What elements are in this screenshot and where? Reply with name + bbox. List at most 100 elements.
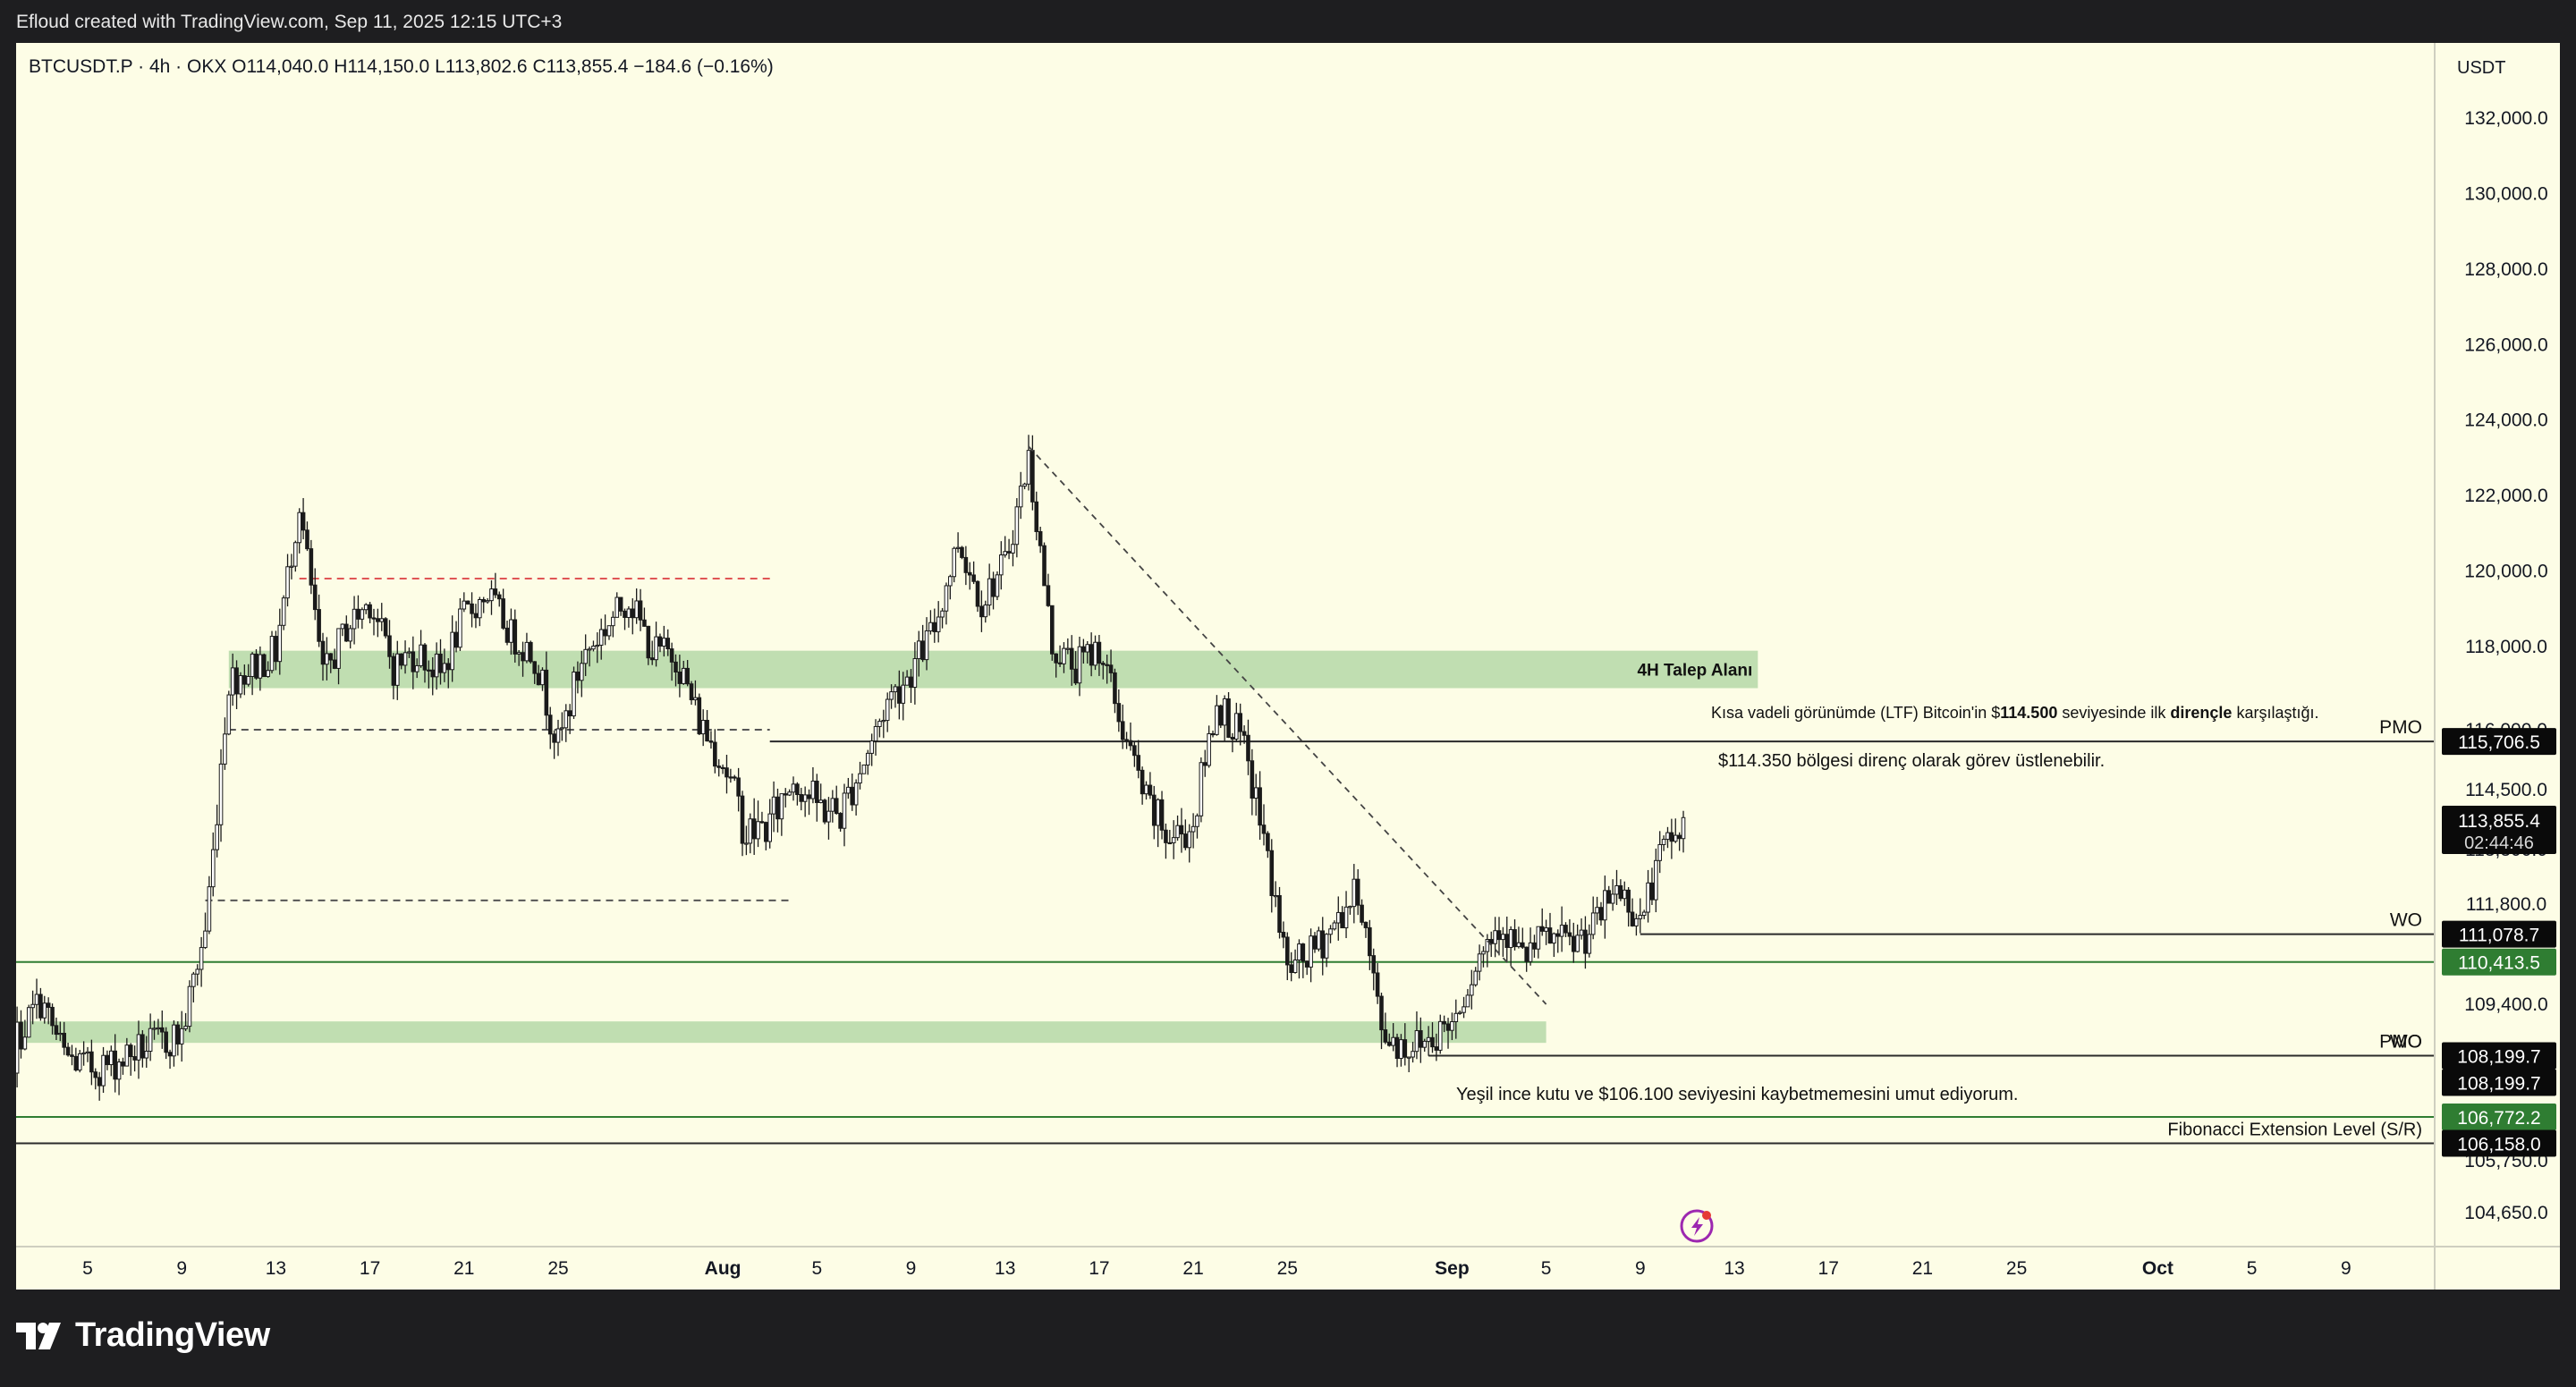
candle-body [963,556,969,573]
price-chart[interactable]: 4H Talep Alanı Kısa vadeli görünümde (LT… [16,43,2560,1290]
candle [30,990,35,1025]
candle-body [1003,551,1008,556]
candle-body [183,1026,188,1029]
candle [767,799,773,849]
pmo-upper-tag-name: PMO [2379,717,2422,738]
candle [317,594,321,647]
candle-body [46,1002,51,1008]
candle [199,936,204,987]
candle-body [1419,1030,1423,1048]
candle-body [1402,1039,1408,1058]
support-level-tag-label: 110,413.5 [2458,953,2540,974]
symbol-legend[interactable]: BTCUSDT.P · 4h · OKX O114,040.0 H114,150… [29,56,774,77]
candle-body [1352,878,1357,908]
candle-body [1261,825,1267,834]
candle-body [873,725,878,742]
candle [1273,881,1278,908]
time-tick-label: 13 [995,1258,1015,1279]
candle-body [1292,960,1298,974]
candle-body [1046,585,1051,606]
candle [944,582,949,625]
candle-body [1442,1020,1446,1025]
candle-body [991,578,996,597]
candle [445,658,451,689]
candle [1317,926,1321,951]
candle [536,664,541,686]
candle-body [944,585,949,612]
candle [948,574,953,600]
candle-body [795,783,800,796]
trendline-layer [1028,445,1547,1005]
candle [869,733,874,766]
candle-body [462,600,467,610]
candle [1360,899,1364,926]
candle-body [603,629,607,637]
candle-body [297,512,301,544]
candle [689,681,694,706]
candle [1646,869,1650,923]
candle-body [1050,605,1055,655]
candle [1179,808,1184,853]
candle [140,1030,145,1068]
candle-body [1113,672,1117,705]
descending-trendline [1028,445,1547,1005]
candle [740,791,745,857]
candle-body [30,1003,35,1009]
candle-body [1335,911,1341,924]
candle-body [97,1077,102,1087]
candle [1414,1011,1419,1060]
candle [1171,820,1176,859]
candle [297,508,301,554]
candle [128,1043,133,1076]
flash-icon[interactable] [1680,1209,1714,1243]
candle-body [391,655,396,686]
candle [748,813,753,854]
candle [787,789,792,797]
candle-body [555,728,561,743]
candle [1215,695,1219,736]
candle [481,596,487,613]
candle [1261,804,1267,846]
candle-body [802,794,808,802]
candle-body [281,597,286,626]
candle-body [1167,842,1173,845]
candle [1195,813,1199,839]
candle [552,730,556,759]
candle-body [1665,832,1670,841]
candle [838,812,843,833]
candle-body [1297,943,1301,961]
candle [1285,932,1290,981]
candle [1022,482,1027,490]
candle-body [254,653,258,679]
currency-label[interactable]: USDT [2457,58,2505,78]
candle [1343,891,1349,939]
candle [1324,933,1329,968]
candle-body [657,636,663,647]
candle-body [818,799,823,803]
candle [1587,924,1592,958]
price-tick-label: 104,650.0 [2464,1203,2547,1223]
candle-body [771,796,776,815]
tradingview-logo[interactable]: TradingView [16,1316,270,1355]
candle-body [1493,930,1497,944]
candle [504,620,510,646]
candle [246,664,251,687]
candle [1457,1010,1462,1015]
candle-body [1128,740,1133,747]
time-tick-label: 25 [1277,1258,1298,1279]
candle-body [1018,486,1023,508]
candle [105,1050,110,1070]
candle [203,912,208,950]
candle [42,995,47,1024]
candle-body [909,676,913,689]
candle [1230,732,1235,753]
candle-body [427,669,431,672]
candle [685,660,690,687]
candle-body [948,576,953,587]
candle [1426,1026,1431,1056]
candle [1391,1023,1395,1052]
candle [932,608,937,643]
candle-body [1430,1036,1435,1048]
candle [462,592,467,613]
candle [234,660,239,709]
